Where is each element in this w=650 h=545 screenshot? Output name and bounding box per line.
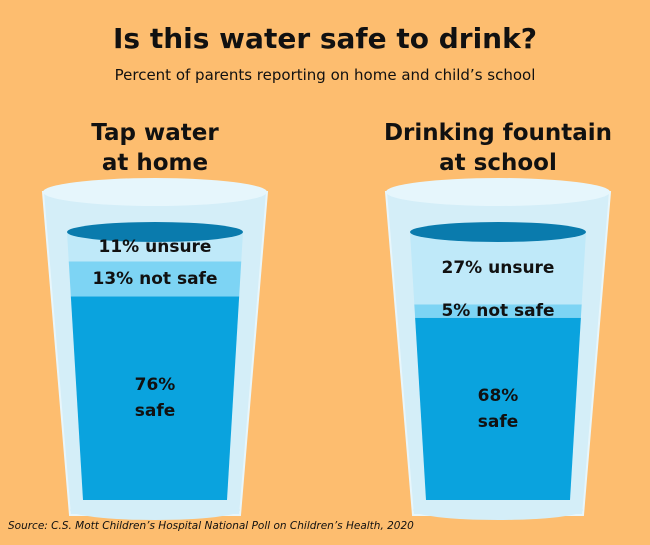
water-segment [414,304,582,318]
water-surface [67,222,243,242]
chart-title: Is this water safe to drink? [113,22,537,55]
glass-rim [386,178,610,206]
value-label: 68% safe [477,385,519,432]
value-label: 13% not safe [92,268,218,289]
value-label: 27% unsure [441,258,555,279]
chart-subtitle: Percent of parents reporting on home and… [114,66,536,84]
glass-bottom [70,500,240,520]
water-surface [410,222,586,242]
water-segment [70,296,240,500]
glass-rim [43,178,267,206]
value-label: 11% unsure [98,236,212,257]
source: Source: C.S. Mott Children’s Hospital Na… [8,520,414,532]
water-segment [68,261,242,297]
value-label: 5% not safe [441,301,555,322]
water-segment [410,232,586,305]
glass-bottom [413,500,583,520]
category-label: Tap water at home [91,120,219,176]
category-label: Drinking fountain at school [383,120,613,176]
water-segment [415,317,581,500]
value-label: 76% safe [134,375,176,422]
